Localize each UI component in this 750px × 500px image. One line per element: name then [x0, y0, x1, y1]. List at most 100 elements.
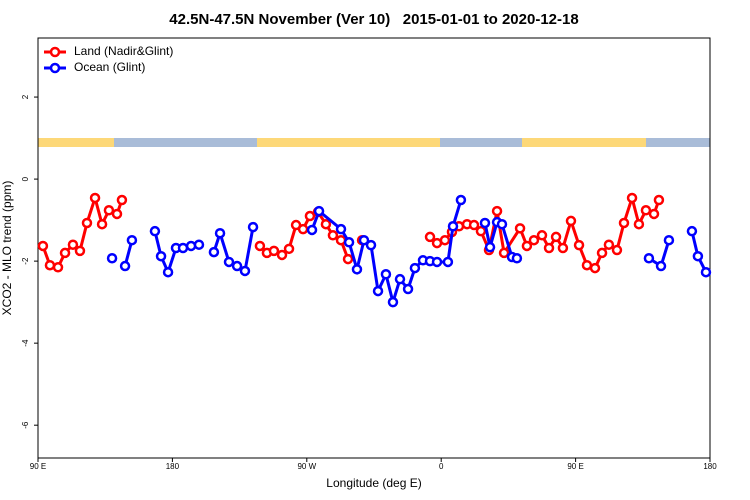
- point: [648, 208, 660, 220]
- legend-marker: [49, 46, 61, 58]
- point: [335, 223, 347, 235]
- point: [283, 243, 295, 255]
- point: [484, 241, 496, 253]
- point: [536, 230, 548, 241]
- point: [96, 218, 108, 230]
- point: [239, 265, 251, 277]
- land-ocean-strip: [38, 138, 710, 147]
- point: [447, 221, 459, 232]
- point: [306, 224, 318, 236]
- point: [686, 225, 698, 237]
- point: [111, 208, 123, 220]
- point: [498, 247, 510, 259]
- point: [74, 245, 86, 257]
- point: [394, 273, 406, 285]
- point: [44, 259, 56, 271]
- point: [589, 262, 601, 274]
- point: [663, 234, 675, 246]
- point: [557, 242, 569, 254]
- point: [439, 234, 451, 246]
- point: [52, 262, 64, 273]
- point: [276, 249, 288, 261]
- x-tick-label: 180: [166, 462, 180, 471]
- point: [640, 205, 652, 216]
- point: [126, 234, 138, 246]
- point: [304, 210, 316, 222]
- point: [692, 250, 704, 262]
- point: [573, 239, 585, 251]
- point: [208, 246, 220, 258]
- point: [550, 231, 562, 243]
- point: [177, 242, 189, 254]
- point: [455, 194, 467, 206]
- y-tick-label: -2: [21, 257, 30, 265]
- point: [700, 266, 712, 278]
- point: [103, 205, 115, 216]
- point: [297, 223, 309, 235]
- point: [155, 250, 167, 262]
- point: [496, 218, 508, 230]
- point: [387, 296, 399, 308]
- y-tick-label: 0: [21, 176, 30, 181]
- point: [254, 240, 266, 252]
- x-tick-label: 180: [703, 462, 717, 471]
- point: [521, 240, 533, 252]
- point: [343, 237, 355, 248]
- point: [372, 285, 384, 297]
- point: [313, 205, 325, 217]
- point: [320, 218, 332, 230]
- point: [514, 223, 526, 234]
- point: [596, 247, 608, 259]
- x-tick-label: 90 E: [30, 462, 46, 471]
- point: [581, 259, 593, 271]
- legend-marker: [49, 62, 61, 74]
- point: [335, 234, 347, 246]
- x-axis-label: Longitude (deg E): [326, 476, 421, 490]
- point: [365, 239, 377, 251]
- x-tick-label: 0: [439, 462, 444, 471]
- point: [342, 253, 354, 265]
- point: [380, 269, 392, 280]
- point: [626, 192, 638, 204]
- point: [67, 239, 79, 250]
- point: [149, 225, 161, 237]
- point: [468, 219, 480, 231]
- legend-label: Land (Nadir&Glint): [74, 44, 173, 58]
- point: [633, 218, 645, 230]
- point: [618, 217, 630, 229]
- x-tick-label: 90 W: [297, 462, 316, 471]
- point: [611, 244, 623, 256]
- point: [119, 260, 131, 272]
- point: [431, 256, 443, 268]
- point: [479, 217, 491, 229]
- point: [214, 227, 226, 239]
- y-tick-label: -4: [21, 339, 30, 347]
- point: [223, 256, 235, 268]
- point: [402, 283, 414, 295]
- y-tick-label: -6: [21, 421, 30, 429]
- point: [511, 253, 523, 264]
- point: [442, 256, 454, 268]
- chart-title: 42.5N-47.5N November (Ver 10) 2015-01-01…: [169, 11, 578, 28]
- point: [475, 225, 487, 237]
- legend-label: Ocean (Glint): [74, 60, 145, 74]
- point: [351, 264, 363, 275]
- point: [528, 234, 540, 246]
- point: [116, 194, 128, 206]
- plot-frame: [37, 37, 711, 459]
- series-line: [310, 199, 463, 308]
- point: [653, 194, 665, 206]
- point: [162, 266, 174, 278]
- y-tick-label: 2: [21, 94, 30, 99]
- point: [193, 239, 205, 250]
- x-tick-label: 90 E: [567, 462, 583, 471]
- point: [565, 215, 577, 227]
- point: [247, 221, 259, 233]
- point: [643, 253, 655, 264]
- point: [185, 240, 197, 252]
- point: [37, 240, 49, 252]
- point: [106, 253, 118, 264]
- point: [81, 217, 93, 229]
- point: [409, 262, 421, 274]
